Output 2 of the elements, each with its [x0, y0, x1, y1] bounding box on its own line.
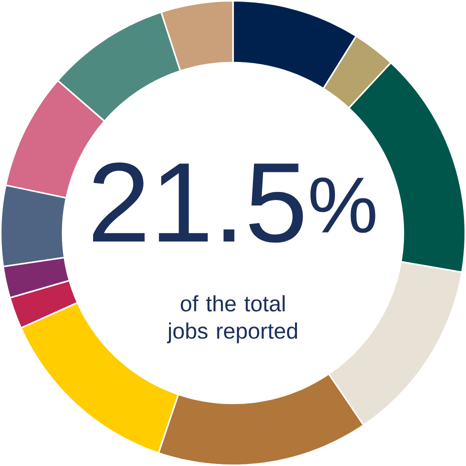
text: 21.5$^{%}$: [93, 162, 376, 243]
text: of the total jobs reported: [166, 295, 298, 344]
